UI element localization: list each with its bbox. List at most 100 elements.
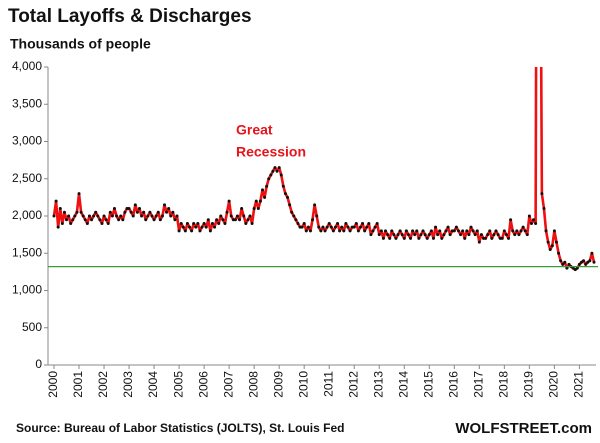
data-point: [163, 203, 167, 207]
y-tick-label: 4,000: [12, 59, 42, 73]
data-point: [488, 229, 492, 233]
data-point: [327, 221, 331, 225]
data-point: [565, 266, 569, 270]
data-point: [58, 207, 62, 211]
y-tick-label: 3,500: [12, 96, 42, 110]
data-point: [384, 229, 388, 233]
data-point: [213, 225, 217, 229]
data-point: [471, 229, 475, 233]
data-point: [96, 214, 100, 218]
data-point: [500, 236, 504, 240]
data-point: [177, 229, 181, 233]
data-point: [208, 229, 212, 233]
y-tick-label: 500: [22, 320, 42, 334]
data-point: [396, 233, 400, 237]
data-point: [246, 218, 250, 222]
data-point: [190, 229, 194, 233]
data-point: [475, 229, 479, 233]
data-point: [425, 236, 429, 240]
data-point: [290, 210, 294, 214]
y-tick-label: 0: [35, 357, 42, 371]
data-point: [559, 259, 563, 263]
data-point: [248, 214, 252, 218]
data-point: [436, 233, 440, 237]
data-point: [242, 214, 246, 218]
x-tick-label: 2008: [246, 371, 260, 398]
data-point: [54, 199, 58, 203]
data-point: [573, 268, 577, 272]
data-point: [444, 229, 448, 233]
data-point: [361, 221, 365, 225]
data-point: [421, 229, 425, 233]
x-tick-label: 2011: [321, 371, 335, 397]
data-point: [333, 225, 337, 229]
data-point: [123, 210, 127, 214]
data-point: [409, 236, 413, 240]
data-point: [423, 233, 427, 237]
brand: WOLFSTREET.com: [455, 420, 592, 437]
x-tick-label: 2000: [46, 371, 60, 398]
y-tick-label: 1,500: [12, 245, 42, 259]
data-point: [273, 166, 277, 170]
data-point: [79, 210, 83, 214]
data-point: [517, 233, 521, 237]
data-point: [486, 233, 490, 237]
data-point: [534, 221, 538, 225]
data-point: [154, 214, 158, 218]
data-point: [160, 214, 164, 218]
data-point: [411, 229, 415, 233]
data-point: [286, 195, 290, 199]
data-point: [454, 225, 458, 229]
data-point: [92, 214, 96, 218]
data-point: [106, 221, 110, 225]
data-point: [400, 233, 404, 237]
data-point: [321, 225, 325, 229]
x-tick-label: 2010: [296, 371, 310, 398]
data-point: [100, 221, 104, 225]
data-point: [577, 262, 581, 266]
data-point: [419, 233, 423, 237]
data-point: [381, 236, 385, 240]
data-point: [484, 236, 488, 240]
data-point: [404, 229, 408, 233]
data-point: [131, 214, 135, 218]
data-point: [479, 233, 483, 237]
data-point: [181, 225, 185, 229]
data-point: [579, 260, 583, 264]
x-tick-label: 2009: [271, 371, 285, 398]
data-point: [313, 203, 317, 207]
data-point: [215, 218, 219, 222]
data-point: [590, 251, 594, 255]
x-tick-label: 2017: [472, 371, 486, 398]
data-point: [52, 214, 56, 218]
data-point: [167, 207, 171, 211]
data-point: [292, 214, 296, 218]
x-tick-label: 2006: [196, 371, 210, 398]
x-tick-label: 2005: [171, 371, 185, 398]
data-point: [75, 210, 79, 214]
x-tick-label: 2018: [497, 371, 511, 398]
data-point: [402, 236, 406, 240]
data-point: [413, 233, 417, 237]
data-point: [185, 221, 189, 225]
data-point: [550, 244, 554, 248]
data-point: [438, 229, 442, 233]
data-point: [231, 218, 235, 222]
data-point: [582, 259, 586, 263]
data-point: [146, 214, 150, 218]
data-point: [156, 210, 160, 214]
data-point: [519, 229, 523, 233]
data-point: [67, 214, 71, 218]
x-tick-label: 2002: [96, 371, 110, 398]
data-point: [225, 210, 229, 214]
data-point: [367, 221, 371, 225]
x-tick-label: 2001: [71, 371, 85, 398]
data-point: [554, 240, 558, 244]
data-point: [365, 225, 369, 229]
data-point: [540, 192, 544, 196]
data-point: [490, 236, 494, 240]
y-tick-label: 3,000: [12, 134, 42, 148]
data-point: [188, 225, 192, 229]
data-point: [98, 218, 102, 222]
y-tick-label: 2,000: [12, 208, 42, 222]
